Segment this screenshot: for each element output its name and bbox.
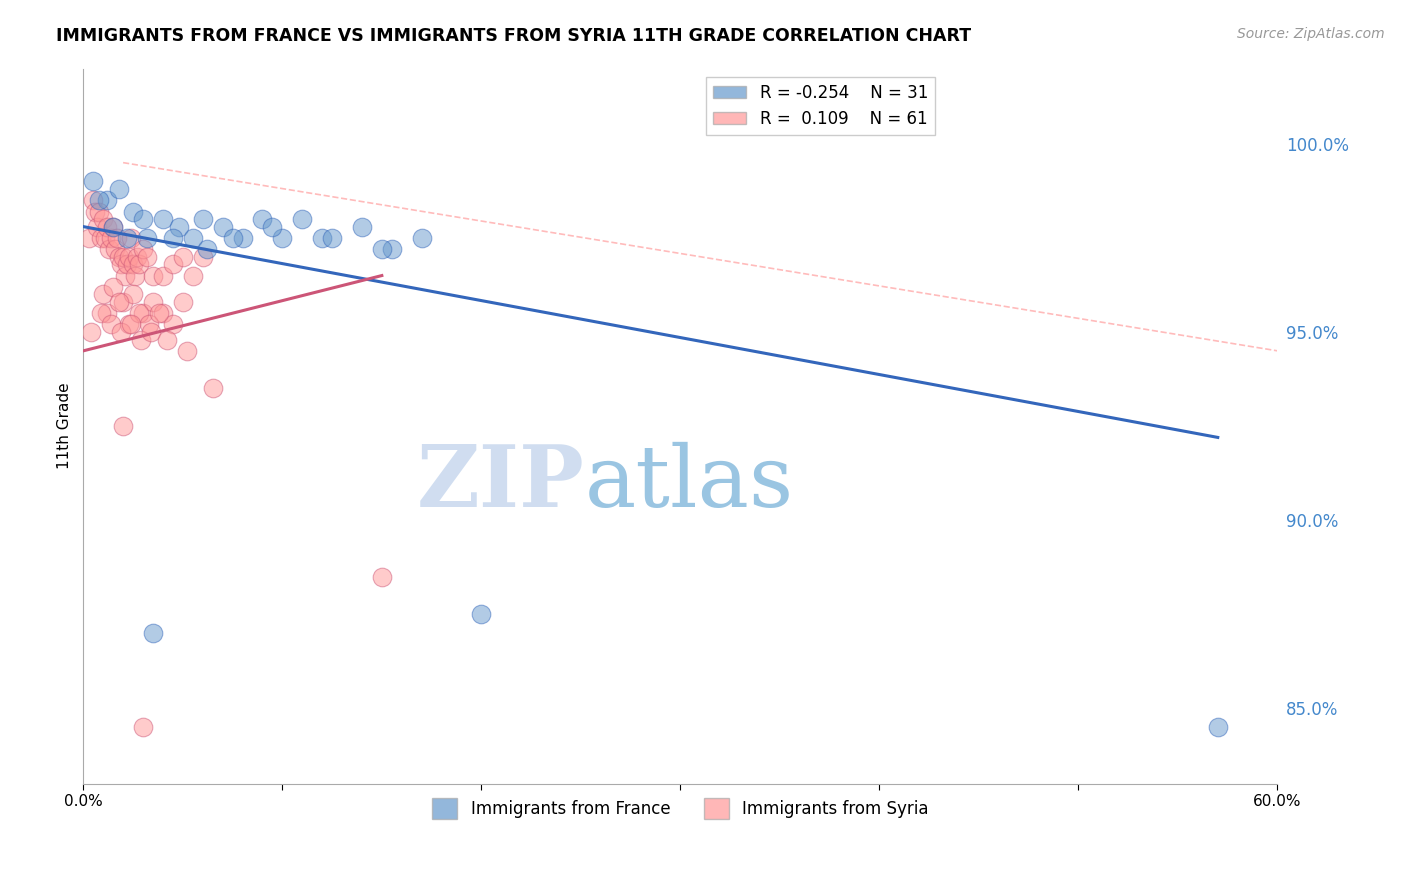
Point xyxy=(148,306,170,320)
Point xyxy=(176,343,198,358)
Point xyxy=(101,219,124,234)
Point xyxy=(115,257,138,271)
Point xyxy=(191,212,214,227)
Point xyxy=(129,333,152,347)
Point xyxy=(91,212,114,227)
Point xyxy=(118,250,141,264)
Text: Source: ZipAtlas.com: Source: ZipAtlas.com xyxy=(1237,27,1385,41)
Text: atlas: atlas xyxy=(585,442,794,524)
Text: IMMIGRANTS FROM FRANCE VS IMMIGRANTS FROM SYRIA 11TH GRADE CORRELATION CHART: IMMIGRANTS FROM FRANCE VS IMMIGRANTS FRO… xyxy=(56,27,972,45)
Point xyxy=(86,219,108,234)
Point xyxy=(122,204,145,219)
Point xyxy=(101,219,124,234)
Point xyxy=(152,268,174,283)
Point xyxy=(211,219,233,234)
Point xyxy=(112,294,135,309)
Text: ZIP: ZIP xyxy=(418,442,585,525)
Point xyxy=(411,231,433,245)
Point xyxy=(77,231,100,245)
Point xyxy=(381,242,404,256)
Point xyxy=(110,257,132,271)
Point xyxy=(162,318,184,332)
Point xyxy=(291,212,314,227)
Point xyxy=(100,318,122,332)
Point xyxy=(221,231,243,245)
Point xyxy=(128,257,150,271)
Point xyxy=(162,257,184,271)
Point xyxy=(96,194,118,208)
Point xyxy=(89,204,111,219)
Point xyxy=(90,306,112,320)
Point xyxy=(132,242,155,256)
Point xyxy=(181,231,204,245)
Point xyxy=(120,318,142,332)
Point xyxy=(94,231,117,245)
Point xyxy=(82,194,104,208)
Point xyxy=(110,325,132,339)
Point xyxy=(136,231,159,245)
Point xyxy=(105,231,128,245)
Point xyxy=(118,318,141,332)
Point xyxy=(132,306,155,320)
Point xyxy=(90,231,112,245)
Point xyxy=(132,212,155,227)
Point xyxy=(252,212,274,227)
Point xyxy=(172,294,194,309)
Y-axis label: 11th Grade: 11th Grade xyxy=(58,383,72,469)
Point xyxy=(136,250,159,264)
Point xyxy=(132,720,155,734)
Point xyxy=(108,182,131,196)
Point xyxy=(96,306,118,320)
Point xyxy=(470,607,492,622)
Point xyxy=(321,231,343,245)
Point xyxy=(142,294,165,309)
Point xyxy=(271,231,294,245)
Point xyxy=(112,250,135,264)
Point xyxy=(80,325,103,339)
Legend: Immigrants from France, Immigrants from Syria: Immigrants from France, Immigrants from … xyxy=(426,792,935,825)
Point xyxy=(139,325,162,339)
Point xyxy=(350,219,373,234)
Point xyxy=(115,231,138,245)
Point xyxy=(128,306,150,320)
Point xyxy=(371,570,394,584)
Point xyxy=(91,287,114,301)
Point xyxy=(138,318,160,332)
Point xyxy=(98,242,121,256)
Point xyxy=(108,250,131,264)
Point xyxy=(122,257,145,271)
Point xyxy=(152,306,174,320)
Point xyxy=(114,268,136,283)
Point xyxy=(167,219,190,234)
Point xyxy=(262,219,284,234)
Point xyxy=(195,242,218,256)
Point xyxy=(100,231,122,245)
Point xyxy=(84,204,107,219)
Point xyxy=(96,219,118,234)
Point xyxy=(181,268,204,283)
Point xyxy=(108,294,131,309)
Point xyxy=(191,250,214,264)
Point xyxy=(125,250,148,264)
Point xyxy=(201,382,224,396)
Point xyxy=(231,231,253,245)
Point xyxy=(120,231,142,245)
Point xyxy=(112,419,135,434)
Point xyxy=(371,242,394,256)
Point xyxy=(124,268,146,283)
Point xyxy=(89,194,111,208)
Point xyxy=(152,212,174,227)
Point xyxy=(162,231,184,245)
Point xyxy=(156,333,179,347)
Point xyxy=(142,626,165,640)
Point xyxy=(122,287,145,301)
Point xyxy=(82,174,104,188)
Point xyxy=(142,268,165,283)
Point xyxy=(101,280,124,294)
Point xyxy=(172,250,194,264)
Point xyxy=(104,242,127,256)
Point xyxy=(1206,720,1229,734)
Point xyxy=(311,231,333,245)
